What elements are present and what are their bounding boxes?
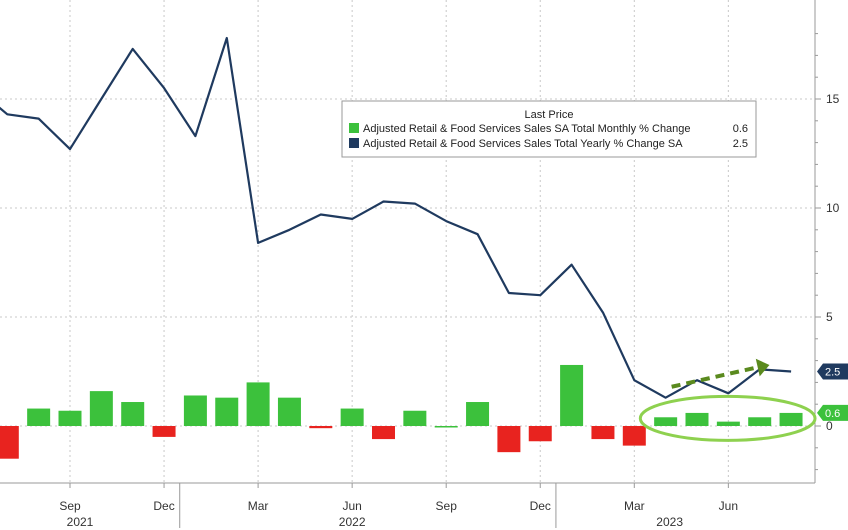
- monthly-bars: [0, 364, 803, 459]
- bar-2021-12: [152, 426, 176, 437]
- x-tick-label: Jun: [719, 499, 738, 513]
- bar-2023-07: [748, 417, 772, 426]
- badge-yearly: 2.5: [817, 363, 848, 380]
- bar-2022-01: [183, 395, 207, 426]
- x-tick-label: Dec: [530, 499, 551, 513]
- y-tick-label: 15: [826, 92, 840, 106]
- annotations: [638, 358, 817, 442]
- bar-2021-10: [89, 391, 113, 426]
- badge-monthly-text: 0.6: [825, 408, 840, 420]
- x-tick-label: Mar: [248, 499, 269, 513]
- bar-2022-06: [340, 408, 364, 426]
- bar-2022-04: [277, 397, 301, 426]
- badge-yearly-text: 2.5: [825, 367, 840, 379]
- bar-2022-07: [372, 426, 395, 440]
- legend-entry-yearly: Adjusted Retail & Food Services Sales To…: [363, 138, 683, 150]
- bar-2022-10: [466, 402, 490, 426]
- bar-2021-11: [121, 402, 145, 426]
- legend-title: Last Price: [525, 109, 574, 121]
- badge-yearly-bg: [817, 363, 848, 380]
- legend-value-monthly: 0.6: [733, 123, 748, 135]
- year-label: 2021: [67, 515, 94, 529]
- bar-2022-02: [215, 397, 239, 426]
- x-tick-label: Mar: [624, 499, 645, 513]
- y-axis: 0 5 10 15: [814, 0, 840, 483]
- x-tick-label: Jun: [342, 499, 361, 513]
- bar-2022-03: [246, 382, 270, 426]
- year-label: 2023: [656, 515, 683, 529]
- y-tick-label: 10: [826, 201, 840, 215]
- legend-swatch-yearly: [349, 138, 359, 148]
- bar-2022-12: [528, 426, 552, 442]
- legend-entry-monthly: Adjusted Retail & Food Services Sales SA…: [363, 123, 691, 135]
- trend-arrow-head: [755, 358, 770, 377]
- year-label: 2022: [339, 515, 366, 529]
- x-axis: Sep Dec Mar Jun Sep Dec Mar Jun 2021 2022 2023: [0, 482, 815, 529]
- bar-2022-08: [403, 410, 427, 426]
- bar-2023-01: [560, 364, 584, 426]
- bar-2021-09: [58, 410, 82, 426]
- yearly-line: [0, 36, 792, 399]
- last-value-badges: 2.5 0.6: [817, 363, 848, 421]
- legend: Last Price Adjusted Retail & Food Servic…: [341, 100, 757, 158]
- y-tick-label: 0: [826, 419, 833, 433]
- bar-2023-05: [685, 412, 709, 426]
- bar-2023-08: [779, 412, 803, 426]
- x-tick-label: Sep: [59, 499, 81, 513]
- x-tick-label: Dec: [153, 499, 174, 513]
- bar-2021-08: [27, 408, 51, 426]
- bar-2023-03: [622, 426, 646, 446]
- bar-2022-05: [309, 426, 333, 429]
- highlight-ellipse: [638, 394, 817, 442]
- badge-monthly: 0.6: [817, 404, 848, 421]
- bar-2022-09: [434, 426, 458, 428]
- bar-2021-07: [0, 426, 19, 459]
- bar-2022-11: [497, 426, 521, 453]
- bar-2023-04: [654, 417, 678, 426]
- legend-box: [341, 100, 757, 158]
- y-tick-label: 5: [826, 310, 833, 324]
- badge-monthly-bg: [817, 404, 848, 421]
- x-tick-label: Sep: [436, 499, 458, 513]
- bar-2023-02: [591, 426, 615, 440]
- yearly-series-line: [0, 36, 792, 399]
- bar-2023-06: [716, 421, 740, 426]
- legend-value-yearly: 2.5: [733, 138, 748, 150]
- legend-swatch-monthly: [349, 123, 359, 133]
